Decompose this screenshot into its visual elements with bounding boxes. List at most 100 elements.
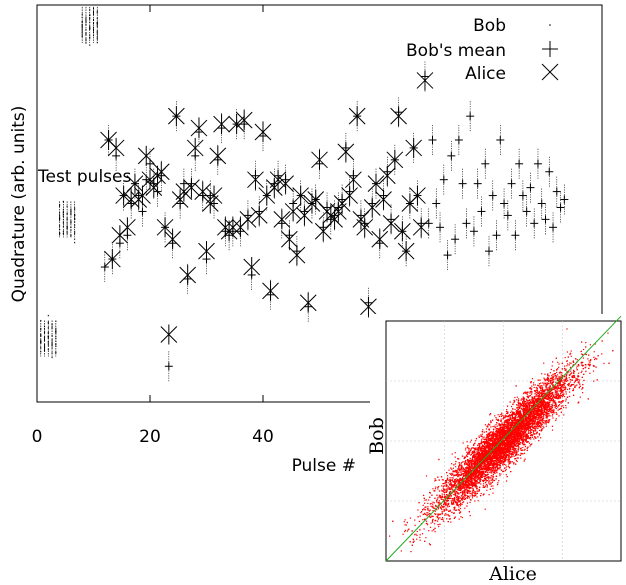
test-pulse-samples bbox=[85, 6, 87, 44]
bob-mean-point bbox=[503, 200, 512, 231]
alice-point bbox=[209, 145, 227, 166]
test-pulse-samples bbox=[40, 319, 42, 357]
alice-point bbox=[356, 217, 374, 238]
alice-point bbox=[311, 149, 328, 170]
alice-point bbox=[416, 70, 434, 91]
alice-point bbox=[299, 292, 317, 313]
bob-mean-point bbox=[432, 188, 441, 219]
bob-mean-point bbox=[454, 124, 463, 155]
x-tick-label: 40 bbox=[252, 427, 274, 447]
bob-mean-point bbox=[556, 192, 565, 223]
alice-point bbox=[277, 173, 294, 194]
bob-mean-point bbox=[507, 168, 516, 199]
bob-mean-point bbox=[473, 168, 482, 199]
alice-point bbox=[367, 173, 385, 194]
data-marks bbox=[40, 6, 569, 382]
x-tick-label: 0 bbox=[32, 427, 43, 447]
legend-marker-bob bbox=[549, 24, 551, 26]
alice-point bbox=[107, 137, 125, 158]
test-pulse-samples bbox=[44, 320, 46, 357]
test-pulse-samples bbox=[70, 201, 72, 238]
bob-mean-point bbox=[537, 188, 546, 219]
alice-point bbox=[235, 110, 253, 131]
bob-mean-point bbox=[424, 208, 433, 239]
test-pulse-samples bbox=[74, 201, 76, 244]
alice-point bbox=[412, 217, 430, 238]
alice-point bbox=[382, 213, 400, 234]
alice-point bbox=[409, 185, 426, 206]
bob-mean-point bbox=[500, 188, 509, 219]
alice-point bbox=[247, 169, 264, 190]
alice-point bbox=[386, 149, 404, 170]
bob-mean-point bbox=[477, 196, 486, 227]
test-pulses-annotation: Test pulses bbox=[37, 167, 131, 187]
inset-fit-line bbox=[385, 315, 622, 562]
alice-point bbox=[224, 217, 242, 238]
alice-point bbox=[405, 137, 423, 158]
bob-mean-point bbox=[530, 208, 539, 239]
alice-point bbox=[265, 177, 283, 198]
test-pulse-samples bbox=[96, 6, 98, 44]
legend-label-bob: Bob bbox=[473, 16, 506, 36]
bob-mean-point bbox=[496, 124, 505, 155]
bob-mean-point bbox=[541, 204, 550, 235]
alice-point bbox=[273, 209, 291, 230]
alice-point bbox=[329, 201, 347, 222]
bob-mean-point bbox=[466, 101, 475, 132]
test-pulse-samples bbox=[66, 201, 68, 238]
alice-point bbox=[262, 280, 279, 301]
inset-x-axis-title: Alice bbox=[488, 563, 537, 585]
legend-marker-plus bbox=[542, 41, 558, 57]
alice-point bbox=[103, 249, 121, 270]
legend-marker-x bbox=[541, 63, 559, 81]
alice-point bbox=[164, 229, 181, 250]
alice-point bbox=[375, 189, 392, 210]
alice-point bbox=[371, 229, 389, 250]
bob-mean-point bbox=[485, 236, 493, 267]
alice-point bbox=[141, 169, 159, 190]
alice-point bbox=[194, 181, 212, 202]
alice-point bbox=[183, 177, 200, 198]
alice-point bbox=[190, 118, 208, 139]
alice-point bbox=[337, 141, 355, 162]
bob-mean-point bbox=[560, 184, 569, 215]
x-tick-marks bbox=[36, 5, 264, 402]
legend-label-bobs-mean: Bob's mean bbox=[406, 41, 506, 61]
plot-frame bbox=[36, 4, 603, 403]
bob-mean-point bbox=[515, 148, 524, 179]
alice-point bbox=[360, 296, 377, 317]
alice-point bbox=[122, 189, 140, 210]
bob-mean-point bbox=[447, 140, 456, 171]
bob-mean-point bbox=[533, 148, 542, 179]
alice-point bbox=[363, 197, 381, 218]
alice-point bbox=[134, 185, 151, 206]
bob-mean-point bbox=[545, 156, 554, 187]
test-pulse-samples bbox=[89, 6, 91, 46]
alice-point bbox=[390, 106, 407, 127]
test-pulse-samples bbox=[51, 320, 53, 359]
legend-label-alice: Alice bbox=[465, 64, 506, 84]
alice-point bbox=[345, 169, 362, 190]
bob-mean-point bbox=[549, 212, 558, 243]
x-axis-title: Pulse # bbox=[292, 456, 356, 476]
x-tick-label: 20 bbox=[139, 427, 161, 447]
alice-point bbox=[126, 173, 144, 194]
test-pulse-samples bbox=[81, 6, 83, 43]
alice-point bbox=[119, 217, 136, 238]
bob-mean-point bbox=[443, 240, 452, 271]
alice-point bbox=[175, 181, 193, 202]
alice-point bbox=[201, 193, 219, 214]
alice-point bbox=[284, 201, 302, 222]
bob-mean-point bbox=[428, 124, 437, 155]
bob-mean-point bbox=[522, 196, 531, 227]
alice-point bbox=[348, 106, 366, 127]
alice-point bbox=[168, 106, 185, 127]
test-pulse-samples bbox=[62, 200, 64, 238]
bob-mean-point bbox=[488, 180, 497, 211]
alice-point bbox=[269, 169, 287, 190]
bob-mean-point bbox=[492, 220, 501, 251]
alice-point bbox=[397, 241, 415, 262]
alice-point bbox=[156, 217, 174, 238]
test-pulse-samples bbox=[47, 314, 49, 357]
